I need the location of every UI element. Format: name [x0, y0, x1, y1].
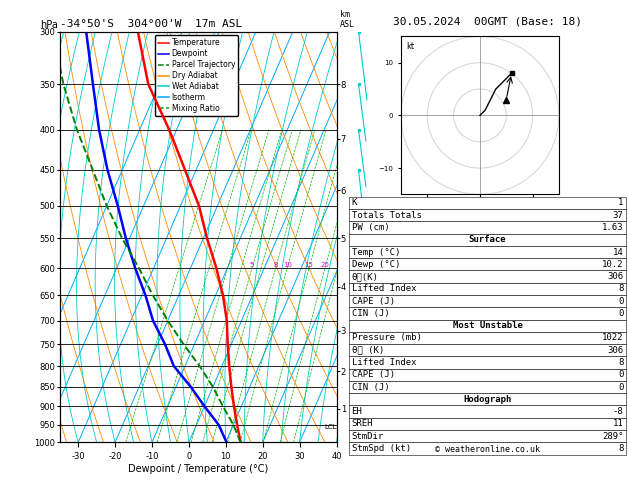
- Text: LCL: LCL: [324, 424, 337, 430]
- Text: 5: 5: [250, 262, 254, 268]
- Text: 14: 14: [613, 247, 623, 257]
- Text: StmSpd (kt): StmSpd (kt): [352, 444, 411, 453]
- Text: © weatheronline.co.uk: © weatheronline.co.uk: [435, 445, 540, 454]
- Legend: Temperature, Dewpoint, Parcel Trajectory, Dry Adiabat, Wet Adiabat, Isotherm, Mi: Temperature, Dewpoint, Parcel Trajectory…: [155, 35, 238, 116]
- Text: 37: 37: [613, 211, 623, 220]
- Text: 10: 10: [283, 262, 292, 268]
- Text: Dewp (°C): Dewp (°C): [352, 260, 400, 269]
- Text: EH: EH: [352, 407, 362, 416]
- Text: 0: 0: [618, 382, 623, 392]
- Text: Temp (°C): Temp (°C): [352, 247, 400, 257]
- Text: 0: 0: [618, 309, 623, 318]
- Text: 15: 15: [304, 262, 313, 268]
- Text: CIN (J): CIN (J): [352, 382, 389, 392]
- Text: 1.63: 1.63: [602, 223, 623, 232]
- Text: StmDir: StmDir: [352, 432, 384, 441]
- Text: SREH: SREH: [352, 419, 373, 428]
- Text: 30.05.2024  00GMT (Base: 18): 30.05.2024 00GMT (Base: 18): [393, 17, 582, 27]
- Text: CAPE (J): CAPE (J): [352, 296, 394, 306]
- Text: 8: 8: [618, 444, 623, 453]
- Text: 20: 20: [321, 262, 330, 268]
- Text: Totals Totals: Totals Totals: [352, 211, 421, 220]
- Text: 8: 8: [274, 262, 278, 268]
- Text: 0: 0: [618, 296, 623, 306]
- Text: Lifted Index: Lifted Index: [352, 358, 416, 367]
- Text: CIN (J): CIN (J): [352, 309, 389, 318]
- Text: -8: -8: [613, 407, 623, 416]
- Text: θᴇ(K): θᴇ(K): [352, 272, 379, 281]
- Text: CAPE (J): CAPE (J): [352, 370, 394, 379]
- Text: 306: 306: [607, 272, 623, 281]
- Text: 1022: 1022: [602, 333, 623, 343]
- Text: -34°50'S  304°00'W  17m ASL: -34°50'S 304°00'W 17m ASL: [60, 19, 242, 30]
- Text: θᴇ (K): θᴇ (K): [352, 346, 384, 355]
- Text: km
ASL: km ASL: [340, 10, 355, 29]
- Text: 1: 1: [618, 198, 623, 208]
- Text: 289°: 289°: [602, 432, 623, 441]
- Text: 8: 8: [618, 358, 623, 367]
- X-axis label: Dewpoint / Temperature (°C): Dewpoint / Temperature (°C): [128, 464, 268, 474]
- Text: PW (cm): PW (cm): [352, 223, 389, 232]
- Text: 11: 11: [613, 419, 623, 428]
- Text: Hodograph: Hodograph: [464, 395, 511, 404]
- Text: 0: 0: [618, 370, 623, 379]
- Text: 306: 306: [607, 346, 623, 355]
- Text: Surface: Surface: [469, 235, 506, 244]
- Text: kt: kt: [406, 42, 415, 51]
- Text: Lifted Index: Lifted Index: [352, 284, 416, 294]
- Text: 8: 8: [618, 284, 623, 294]
- Text: K: K: [352, 198, 357, 208]
- Text: 10.2: 10.2: [602, 260, 623, 269]
- Text: Most Unstable: Most Unstable: [452, 321, 523, 330]
- Text: hPa: hPa: [40, 19, 58, 30]
- Text: Pressure (mb): Pressure (mb): [352, 333, 421, 343]
